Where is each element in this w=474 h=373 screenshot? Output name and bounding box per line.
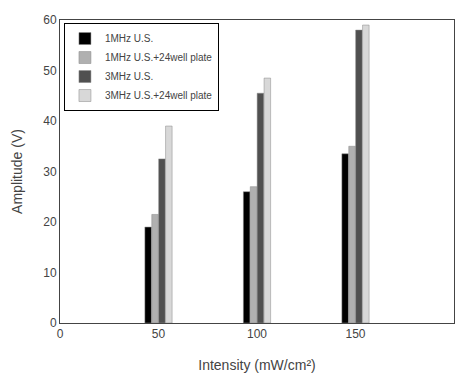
svg-text:10: 10 xyxy=(43,266,57,280)
svg-text:0: 0 xyxy=(50,316,57,330)
svg-text:50: 50 xyxy=(43,64,57,78)
svg-text:50: 50 xyxy=(152,327,166,341)
svg-text:0: 0 xyxy=(57,327,64,341)
svg-text:20: 20 xyxy=(43,215,57,229)
svg-text:3MHz U.S.: 3MHz U.S. xyxy=(105,71,153,82)
svg-text:1MHz U.S.+24well plate: 1MHz U.S.+24well plate xyxy=(105,52,212,63)
svg-text:100: 100 xyxy=(247,327,267,341)
svg-text:1MHz U.S.: 1MHz U.S. xyxy=(105,33,153,44)
svg-text:150: 150 xyxy=(345,327,365,341)
svg-text:Intensity (mW/cm²): Intensity (mW/cm²) xyxy=(198,357,315,373)
svg-text:40: 40 xyxy=(43,114,57,128)
svg-text:30: 30 xyxy=(43,165,57,179)
svg-text:60: 60 xyxy=(43,13,57,27)
svg-text:3MHz U.S.+24well plate: 3MHz U.S.+24well plate xyxy=(105,90,212,101)
svg-text:Amplitude (V): Amplitude (V) xyxy=(9,129,25,214)
